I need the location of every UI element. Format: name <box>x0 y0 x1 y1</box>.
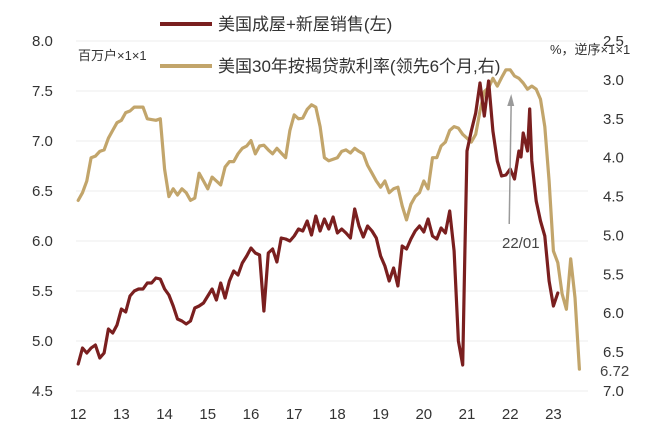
x-tick-label: 12 <box>70 406 87 423</box>
legend-label-sales: 美国成屋+新屋销售(左) <box>218 15 392 34</box>
y-right-tick-label: 3.5 <box>603 111 624 128</box>
legend-label-mortgage: 美国30年按揭贷款利率(领先6个月,右) <box>218 57 500 76</box>
y-right-tick-label: 2.5 <box>603 33 624 50</box>
y-left-tick-label: 6.5 <box>32 183 53 200</box>
y-right-tick-label: 5.0 <box>603 227 624 244</box>
y-left-tick-label: 5.5 <box>32 283 53 300</box>
x-tick-label: 14 <box>156 406 173 423</box>
y-right-tick-label: 6.5 <box>603 344 624 361</box>
y-left-tick-label: 5.0 <box>32 333 53 350</box>
y-right-tick-label: 5.5 <box>603 266 624 283</box>
y-left-tick-label: 4.5 <box>32 383 53 400</box>
right-axis-unit: %，逆序×1×1 <box>550 42 630 57</box>
x-tick-label: 13 <box>113 406 130 423</box>
y-right-tick-label: 4.0 <box>603 150 624 167</box>
x-tick-label: 15 <box>199 406 216 423</box>
annotation-arrow-line <box>508 99 512 225</box>
y-left-tick-label: 8.0 <box>32 33 53 50</box>
axes-layer: 8.0 7.5 7.0 6.5 6.0 5.5 5.0 4.5 2.5 3.0 3.5 4.0 4.5 5… <box>32 33 624 423</box>
series-line-sales <box>76 79 560 367</box>
y-right-tick-label: 4.5 <box>603 189 624 206</box>
legend: 美国成屋+新屋销售(左) 美国30年按揭贷款利率(领先6个月,右) <box>160 15 500 76</box>
x-tick-label: 16 <box>243 406 260 423</box>
annotation-arrow-head <box>507 94 515 106</box>
x-tick-label: 20 <box>415 406 432 423</box>
x-tick-label: 17 <box>286 406 303 423</box>
y-left-tick-label: 6.0 <box>32 233 53 250</box>
y-right-tick-label: 7.0 <box>603 383 624 400</box>
series-line-mortgage-rate <box>76 68 582 371</box>
y-right-tick-label: 6.0 <box>603 305 624 322</box>
y-left-tick-label: 7.0 <box>32 133 53 150</box>
annotation-label-2201: 22/01 <box>502 235 540 252</box>
x-tick-label: 21 <box>459 406 476 423</box>
y-right-tick-label: 3.0 <box>603 72 624 89</box>
x-tick-label: 23 <box>545 406 562 423</box>
annotation-label-last-value: 6.72 <box>600 363 629 380</box>
y-left-tick-label: 7.5 <box>32 83 53 100</box>
x-tick-label: 18 <box>329 406 346 423</box>
series-layer <box>76 68 582 371</box>
x-tick-label: 19 <box>372 406 389 423</box>
annotation-layer: 22/01 6.72 <box>502 94 629 380</box>
x-tick-label: 22 <box>502 406 519 423</box>
left-axis-unit: 百万户×1×1 <box>78 48 147 63</box>
